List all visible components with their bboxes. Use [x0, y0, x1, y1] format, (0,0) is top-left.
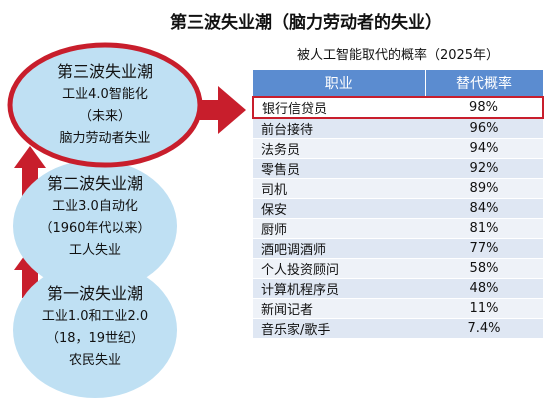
rate-cell: 92%: [425, 158, 543, 179]
wave-2-line1: 工业3.0自动化: [52, 199, 138, 214]
wave-3-title: 第三波失业潮: [56, 62, 153, 81]
job-cell: 法务员: [253, 138, 425, 159]
page-title: 第三波失业潮（脑力劳动者的失业）: [170, 13, 442, 33]
job-cell: 前台接待: [253, 118, 425, 139]
table-row: 前台接待 96%: [253, 118, 543, 139]
rate-cell: 81%: [425, 218, 543, 239]
wave-3-text: 第三波失业潮 工业4.0智能化 （未来） 脑力劳动者失业: [30, 60, 180, 150]
table-row: 保安 84%: [253, 198, 543, 219]
table-row: 零售员 92%: [253, 158, 543, 179]
rate-cell: 58%: [425, 258, 543, 279]
rate-cell: 48%: [425, 278, 543, 299]
job-cell: 厨师: [253, 218, 425, 239]
job-cell: 酒吧调酒师: [253, 238, 425, 259]
job-cell: 计算机程序员: [253, 278, 425, 299]
wave-3-line1: 工业4.0智能化: [62, 87, 148, 102]
job-cell: 司机: [253, 178, 425, 199]
wave-2-line2: （1960年代以来）: [39, 221, 151, 236]
job-cell: 零售员: [253, 158, 425, 179]
arrow-up-upper-head: [14, 146, 46, 168]
wave-1-line1: 工业1.0和工业2.0: [41, 309, 149, 324]
arrow-right-head: [218, 86, 246, 134]
rate-cell: 77%: [425, 238, 543, 259]
table-row: 厨师 81%: [253, 218, 543, 239]
wave-2-line3: 工人失业: [68, 243, 121, 258]
wave-3-line2: （未来）: [78, 109, 131, 124]
job-cell: 音乐家/歌手: [253, 318, 425, 339]
table-row: 酒吧调酒师 77%: [253, 238, 543, 259]
table-row: 新闻记者 11%: [253, 298, 543, 319]
rate-cell: 94%: [425, 138, 543, 159]
job-cell: 个人投资顾问: [253, 258, 425, 279]
job-cell: 保安: [253, 198, 425, 219]
wave-3-line3: 脑力劳动者失业: [59, 131, 151, 146]
header-rate: 替代概率: [425, 70, 544, 97]
rate-cell: 98%: [425, 96, 544, 119]
job-cell: 新闻记者: [253, 298, 425, 319]
table-header-row: 职业 替代概率: [253, 70, 544, 97]
table-caption: 被人工智能取代的概率（2025年）: [296, 48, 500, 63]
table-row: 个人投资顾问 58%: [253, 258, 543, 279]
probability-table: 职业 替代概率 银行信贷员 98% 前台接待 96% 法务员 94% 零售员 92% 司…: [252, 70, 544, 339]
wave-1-line3: 农民失业: [68, 353, 121, 368]
table-row: 计算机程序员 48%: [253, 278, 543, 299]
wave-1-ellipse: [13, 262, 177, 398]
wave-2-title: 第二波失业潮: [46, 174, 143, 193]
header-job: 职业: [253, 70, 426, 97]
table-row: 银行信贷员 98%: [252, 96, 544, 119]
wave-2-text: 第二波失业潮 工业3.0自动化 （1960年代以来） 工人失业: [20, 172, 170, 262]
wave-2-ellipse: [13, 160, 177, 292]
rate-cell: 7.4%: [425, 318, 543, 339]
table-row: 法务员 94%: [253, 138, 543, 159]
wave-1-title: 第一波失业潮: [46, 284, 143, 303]
rate-cell: 89%: [425, 178, 543, 199]
rate-cell: 96%: [425, 118, 543, 139]
wave-1-line2: （18，19世纪）: [45, 331, 145, 346]
arrow-right-shaft: [198, 100, 220, 120]
wave-1-text: 第一波失业潮 工业1.0和工业2.0 （18，19世纪） 农民失业: [20, 282, 170, 372]
rate-cell: 11%: [425, 298, 543, 319]
table-row: 司机 89%: [253, 178, 543, 199]
table-row: 音乐家/歌手 7.4%: [253, 318, 543, 339]
rate-cell: 84%: [425, 198, 543, 219]
job-cell: 银行信贷员: [252, 96, 425, 119]
